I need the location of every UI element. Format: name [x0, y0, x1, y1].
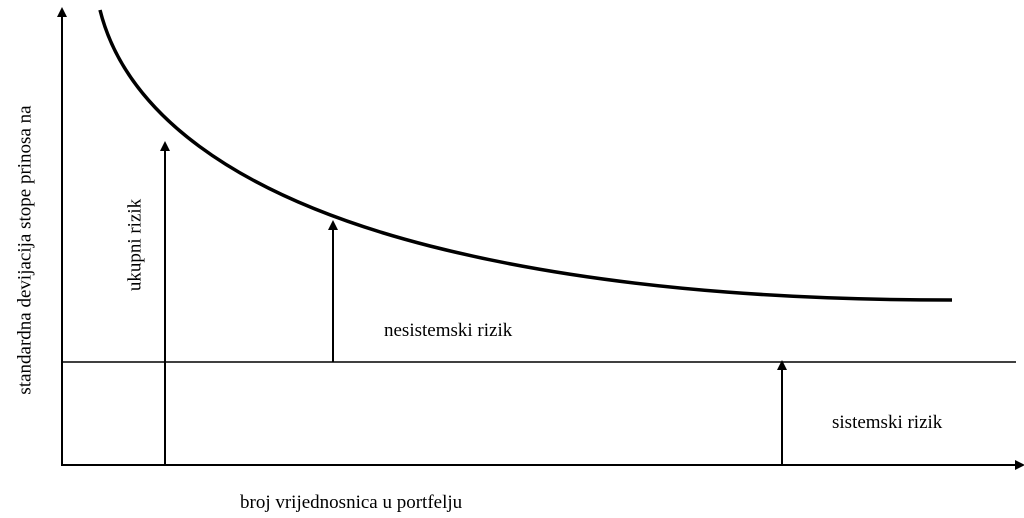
total-risk-label: ukupni rizik [124, 198, 145, 291]
unsystematic-risk-label: nesistemski rizik [384, 320, 513, 341]
total-risk-curve [98, 9, 953, 302]
x-axis-label: broj vrijednosnica u portfelju [240, 492, 463, 513]
systematic-risk-label: sistemski rizik [832, 412, 943, 433]
y-axis-label: standardna devijacija stope prinosa na [14, 105, 35, 395]
